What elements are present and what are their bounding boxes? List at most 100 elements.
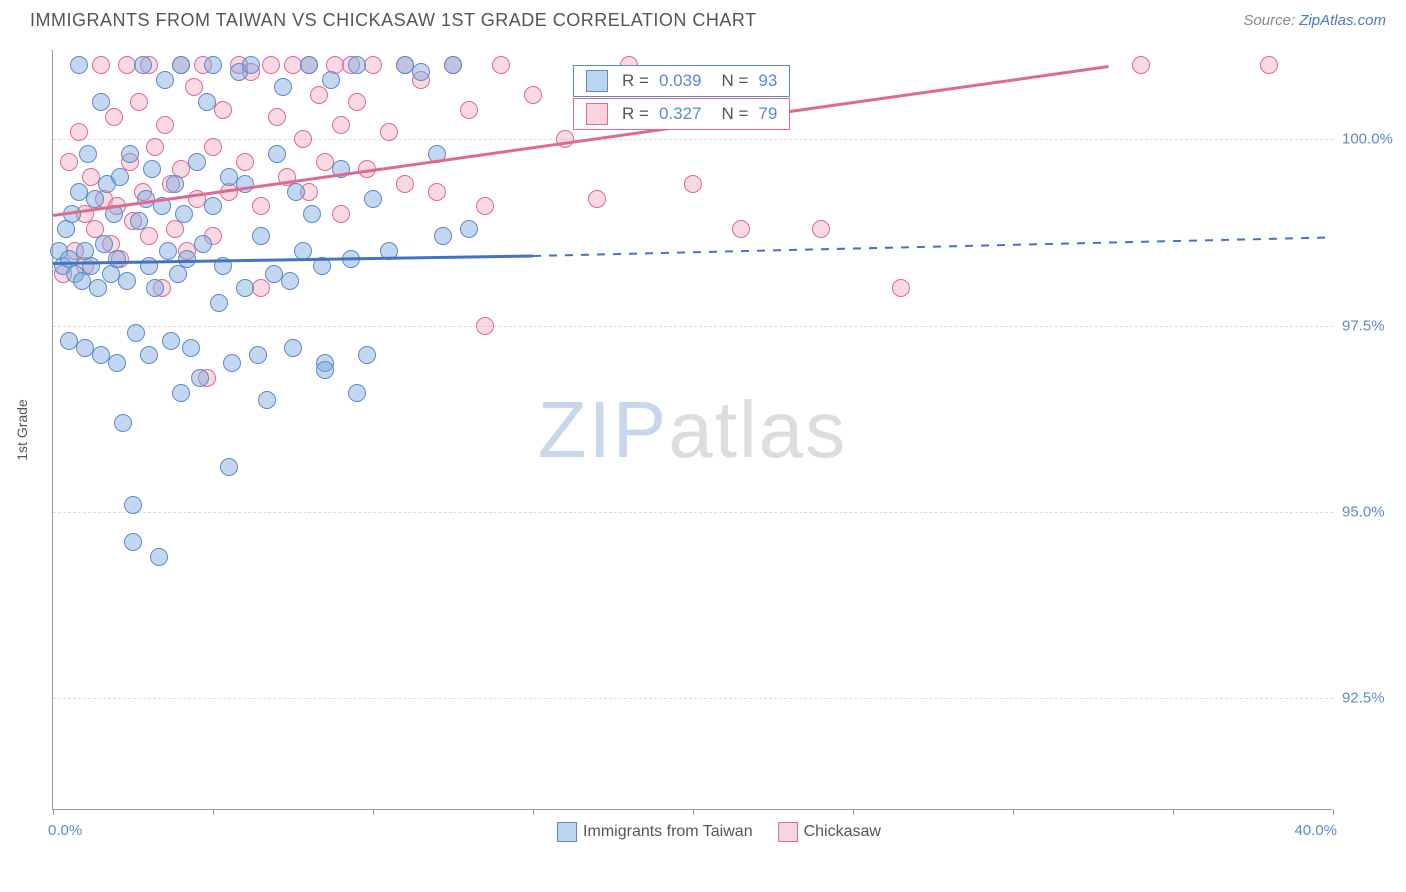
x-tick-label: 0.0% xyxy=(48,822,82,839)
data-point xyxy=(281,272,299,290)
data-point xyxy=(105,108,123,126)
y-tick-label: 97.5% xyxy=(1342,317,1392,334)
x-tick xyxy=(373,809,374,815)
data-point xyxy=(156,116,174,134)
data-point xyxy=(134,56,152,74)
stat-r-label: R = xyxy=(622,104,649,124)
watermark-zip: ZIP xyxy=(538,385,668,474)
data-point xyxy=(92,56,110,74)
stat-n-value: 79 xyxy=(758,104,777,124)
data-point xyxy=(396,175,414,193)
data-point xyxy=(124,533,142,551)
data-point xyxy=(332,205,350,223)
data-point xyxy=(364,190,382,208)
data-point xyxy=(185,78,203,96)
data-point xyxy=(358,346,376,364)
legend-item: Immigrants from Taiwan xyxy=(557,822,753,842)
data-point xyxy=(95,235,113,253)
data-point xyxy=(143,160,161,178)
data-point xyxy=(294,130,312,148)
x-tick xyxy=(1173,809,1174,815)
data-point xyxy=(118,272,136,290)
data-point xyxy=(172,384,190,402)
data-point xyxy=(150,548,168,566)
data-point xyxy=(236,279,254,297)
data-point xyxy=(300,56,318,74)
data-point xyxy=(556,130,574,148)
data-point xyxy=(524,86,542,104)
data-point xyxy=(191,369,209,387)
stat-box: R =0.039N =93 xyxy=(573,65,790,97)
data-point xyxy=(892,279,910,297)
data-point xyxy=(236,175,254,193)
stat-r-label: R = xyxy=(622,71,649,91)
data-point xyxy=(492,56,510,74)
data-point xyxy=(89,279,107,297)
data-point xyxy=(220,458,238,476)
stat-n-value: 93 xyxy=(758,71,777,91)
data-point xyxy=(310,86,328,104)
data-point xyxy=(60,153,78,171)
y-tick-label: 95.0% xyxy=(1342,503,1392,520)
data-point xyxy=(172,56,190,74)
swatch-icon xyxy=(778,822,798,842)
x-tick-label: 40.0% xyxy=(1294,822,1337,839)
data-point xyxy=(82,257,100,275)
data-point xyxy=(732,220,750,238)
data-point xyxy=(476,317,494,335)
data-point xyxy=(268,108,286,126)
data-point xyxy=(140,346,158,364)
data-point xyxy=(182,339,200,357)
data-point xyxy=(316,361,334,379)
data-point xyxy=(204,197,222,215)
data-point xyxy=(262,56,280,74)
watermark: ZIPatlas xyxy=(538,384,847,476)
data-point xyxy=(111,168,129,186)
data-point xyxy=(124,496,142,514)
data-point xyxy=(146,279,164,297)
data-point xyxy=(1260,56,1278,74)
x-tick xyxy=(1013,809,1014,815)
data-point xyxy=(140,227,158,245)
legend-label: Chickasaw xyxy=(804,823,881,840)
data-point xyxy=(364,56,382,74)
data-point xyxy=(428,183,446,201)
data-point xyxy=(444,56,462,74)
source-prefix: Source: xyxy=(1243,12,1299,29)
data-point xyxy=(223,354,241,372)
data-point xyxy=(146,138,164,156)
data-point xyxy=(588,190,606,208)
data-point xyxy=(258,391,276,409)
data-point xyxy=(114,414,132,432)
data-point xyxy=(204,56,222,74)
data-point xyxy=(204,138,222,156)
data-point xyxy=(214,101,232,119)
data-point xyxy=(130,212,148,230)
chart-title: IMMIGRANTS FROM TAIWAN VS CHICKASAW 1ST … xyxy=(30,10,757,31)
stat-n-label: N = xyxy=(721,71,748,91)
data-point xyxy=(684,175,702,193)
data-point xyxy=(188,153,206,171)
data-point xyxy=(86,190,104,208)
x-tick xyxy=(853,809,854,815)
data-point xyxy=(159,242,177,260)
grid-line xyxy=(53,698,1333,699)
y-axis-label: 1st Grade xyxy=(14,399,30,460)
data-point xyxy=(156,71,174,89)
data-point xyxy=(121,145,139,163)
data-point xyxy=(460,101,478,119)
data-point xyxy=(162,332,180,350)
source-link[interactable]: ZipAtlas.com xyxy=(1299,12,1386,29)
x-tick xyxy=(1333,809,1334,815)
data-point xyxy=(274,78,292,96)
swatch-icon xyxy=(586,70,608,92)
data-point xyxy=(194,235,212,253)
data-point xyxy=(412,63,430,81)
source-attribution: Source: ZipAtlas.com xyxy=(1243,12,1386,29)
stat-r-value: 0.327 xyxy=(659,104,702,124)
x-tick xyxy=(213,809,214,815)
data-point xyxy=(252,197,270,215)
swatch-icon xyxy=(586,103,608,125)
trend-line xyxy=(533,236,1333,257)
data-point xyxy=(434,227,452,245)
